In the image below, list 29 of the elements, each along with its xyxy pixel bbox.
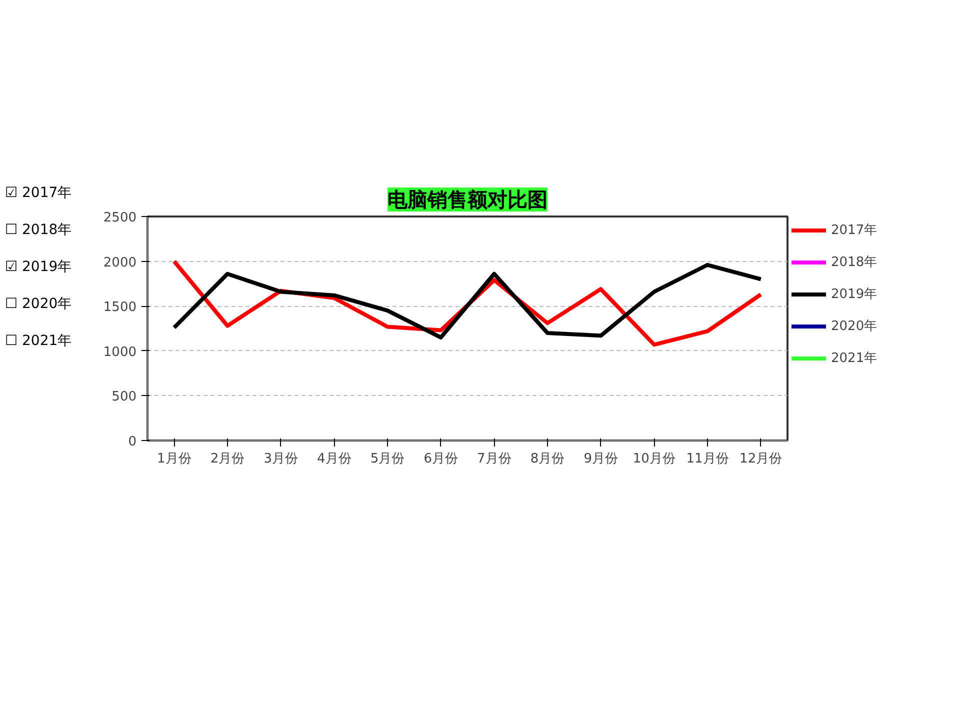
x-tick-label: 8月份 (530, 452, 565, 466)
legend-label: 2018年 (831, 254, 878, 271)
text: ☑ 2017年 (5, 184, 72, 203)
legend-label: 2021年 (831, 350, 878, 367)
x-tick-label: 6月份 (424, 452, 458, 466)
text: ☑ 2019年 (5, 258, 72, 277)
x-tick-label: 2月份 (210, 452, 245, 466)
x-tick-label: 10月份 (632, 452, 676, 466)
legend-label: 2020年 (831, 318, 878, 335)
x-tick-label: 12月份 (740, 452, 782, 466)
y-tick-label: 1000 (103, 344, 137, 360)
y-tick-label: 500 (112, 390, 137, 405)
text: ☐ 2018年 (5, 221, 72, 240)
legend-label: 2019年 (831, 286, 878, 303)
y-tick-label: 0 (128, 434, 137, 450)
legend-label: 2017年 (831, 222, 878, 239)
x-tick-label: 1月份 (157, 452, 192, 466)
x-tick-label: 9月份 (584, 452, 618, 466)
y-tick-label: 2500 (103, 210, 137, 226)
text: ☐ 2020年 (5, 295, 72, 314)
x-tick-label: 4月份 (317, 452, 352, 466)
x-tick-label: 3月份 (264, 452, 298, 466)
x-tick-label: 11月份 (686, 452, 729, 466)
y-tick-label: 1500 (103, 300, 137, 316)
text: ☐ 2021年 (5, 332, 72, 351)
x-tick-label: 5月份 (370, 452, 405, 466)
chart-title: 电脑销售额对比图 (388, 188, 548, 212)
y-tick-label: 2000 (103, 255, 137, 270)
x-tick-label: 7月份 (477, 452, 512, 466)
